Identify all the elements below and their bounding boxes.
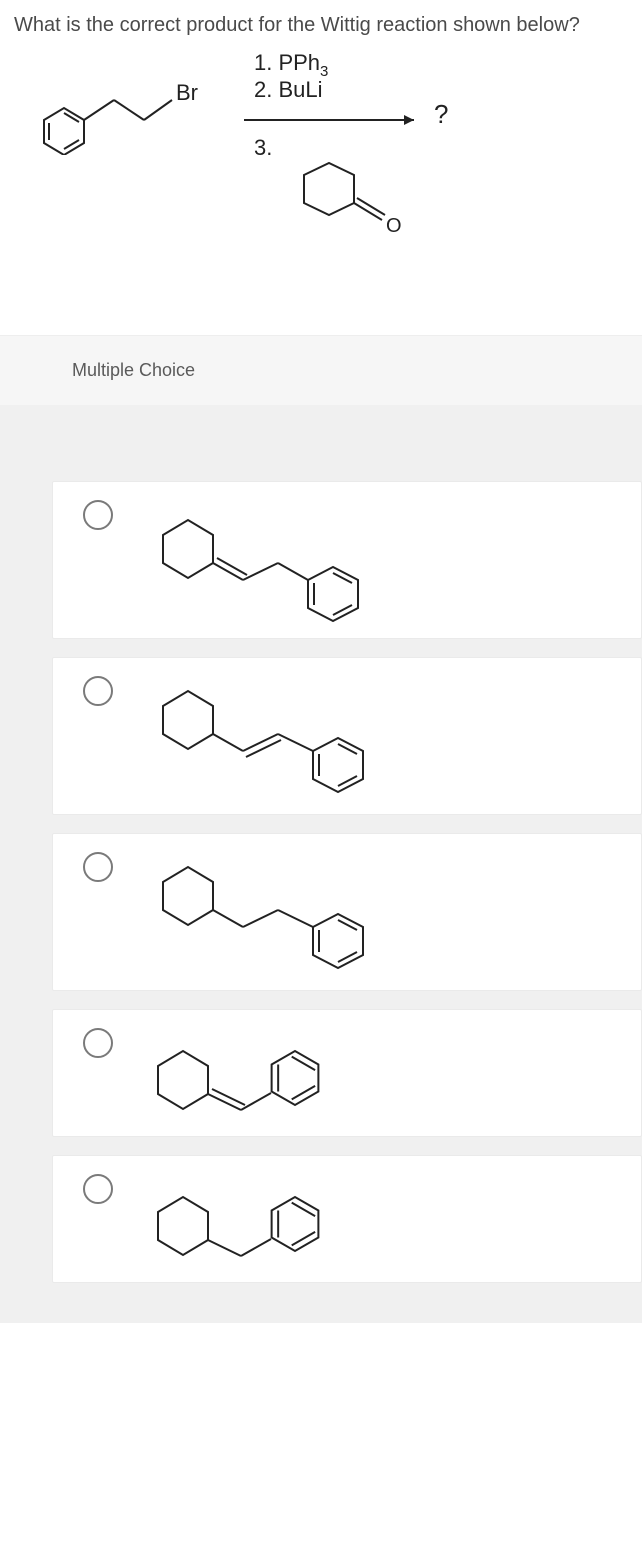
radio-a[interactable] [83, 500, 113, 530]
radio-c[interactable] [83, 852, 113, 882]
structure-d [143, 1018, 373, 1128]
svg-text:?: ? [434, 99, 448, 129]
reaction-arrow: 1. PPh3 2. BuLi 3. O ? [234, 45, 464, 255]
option-a[interactable] [52, 481, 642, 639]
options-container [0, 405, 642, 1323]
structure-b [143, 661, 433, 811]
option-d[interactable] [52, 1009, 642, 1137]
br-label: Br [176, 80, 198, 105]
svg-text:1. PPh3: 1. PPh3 [254, 50, 328, 80]
question-prompt: What is the correct product for the Witt… [14, 14, 628, 37]
svg-text:2. BuLi: 2. BuLi [254, 77, 323, 102]
option-c[interactable] [52, 833, 642, 991]
question-block: What is the correct product for the Witt… [0, 0, 642, 275]
section-label: Multiple Choice [0, 335, 642, 405]
structure-e [143, 1164, 373, 1274]
reaction-scheme: Br 1. PPh3 2. BuLi 3. O ? [14, 45, 628, 255]
radio-b[interactable] [83, 676, 113, 706]
radio-e[interactable] [83, 1174, 113, 1204]
svg-text:3.: 3. [254, 135, 272, 160]
svg-text:O: O [386, 215, 402, 237]
structure-a [143, 485, 423, 635]
option-b[interactable] [52, 657, 642, 815]
structure-c [143, 837, 443, 987]
radio-d[interactable] [83, 1028, 113, 1058]
option-e[interactable] [52, 1155, 642, 1283]
starting-material: Br [14, 45, 224, 155]
